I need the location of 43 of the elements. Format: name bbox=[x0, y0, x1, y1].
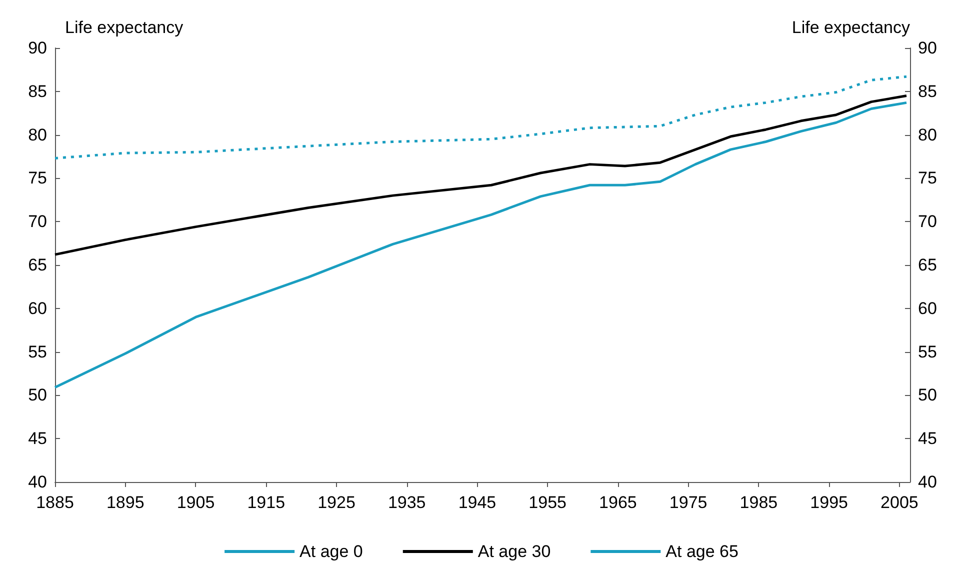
y-tick-label: 60 bbox=[28, 298, 47, 318]
line-series bbox=[54, 101, 908, 389]
y2-tick-label: 85 bbox=[918, 82, 937, 101]
y-tick-label: 50 bbox=[28, 386, 47, 405]
x-tick-label: 1915 bbox=[247, 493, 286, 512]
y2-tick-label: 80 bbox=[918, 125, 937, 144]
y2-tick-label: 70 bbox=[918, 212, 937, 232]
y-axis-title: Life expectancy bbox=[65, 18, 184, 37]
y2-tick-label: 55 bbox=[918, 342, 937, 362]
y2-tick-label: 90 bbox=[918, 38, 937, 58]
y-tick-label: 75 bbox=[28, 168, 47, 188]
y2-axis-title: Life expectancy bbox=[792, 18, 910, 37]
y-tick-label: 65 bbox=[28, 256, 47, 274]
line-series bbox=[54, 94, 908, 256]
x-tick-label: 2005 bbox=[880, 493, 918, 512]
x-tick-label: 1965 bbox=[599, 493, 637, 512]
y2-tick-label: 60 bbox=[918, 298, 937, 318]
x-tick-label: 1975 bbox=[669, 493, 708, 512]
y-tick-label: 45 bbox=[28, 429, 47, 448]
y2-tick-label: 75 bbox=[918, 168, 937, 188]
legend-label: At age 65 bbox=[666, 542, 738, 561]
y-tick-label: 55 bbox=[28, 342, 47, 362]
y2-tick-label: 65 bbox=[918, 256, 937, 274]
y2-tick-label: 45 bbox=[918, 429, 937, 448]
y2-tick-label: 40 bbox=[918, 472, 937, 492]
y-tick-label: 90 bbox=[28, 38, 47, 58]
y-tick-label: 70 bbox=[28, 212, 47, 232]
x-tick-label: 1905 bbox=[176, 493, 215, 512]
x-tick-label: 1935 bbox=[388, 493, 426, 512]
line-series bbox=[54, 75, 908, 160]
x-tick-label: 1925 bbox=[318, 493, 356, 512]
x-tick-label: 1985 bbox=[740, 493, 778, 512]
y-tick-label: 85 bbox=[28, 82, 47, 101]
legend-label: At age 0 bbox=[300, 542, 363, 561]
y-tick-label: 80 bbox=[28, 125, 47, 144]
x-tick-label: 1895 bbox=[106, 493, 144, 512]
x-tick-label: 1885 bbox=[36, 493, 74, 512]
legend-label: At age 30 bbox=[478, 542, 551, 561]
y-tick-label: 40 bbox=[28, 472, 47, 492]
x-tick-label: 1945 bbox=[458, 493, 496, 512]
x-tick-label: 1995 bbox=[810, 493, 848, 512]
x-tick-label: 1955 bbox=[528, 493, 567, 512]
y2-tick-label: 50 bbox=[918, 386, 937, 405]
